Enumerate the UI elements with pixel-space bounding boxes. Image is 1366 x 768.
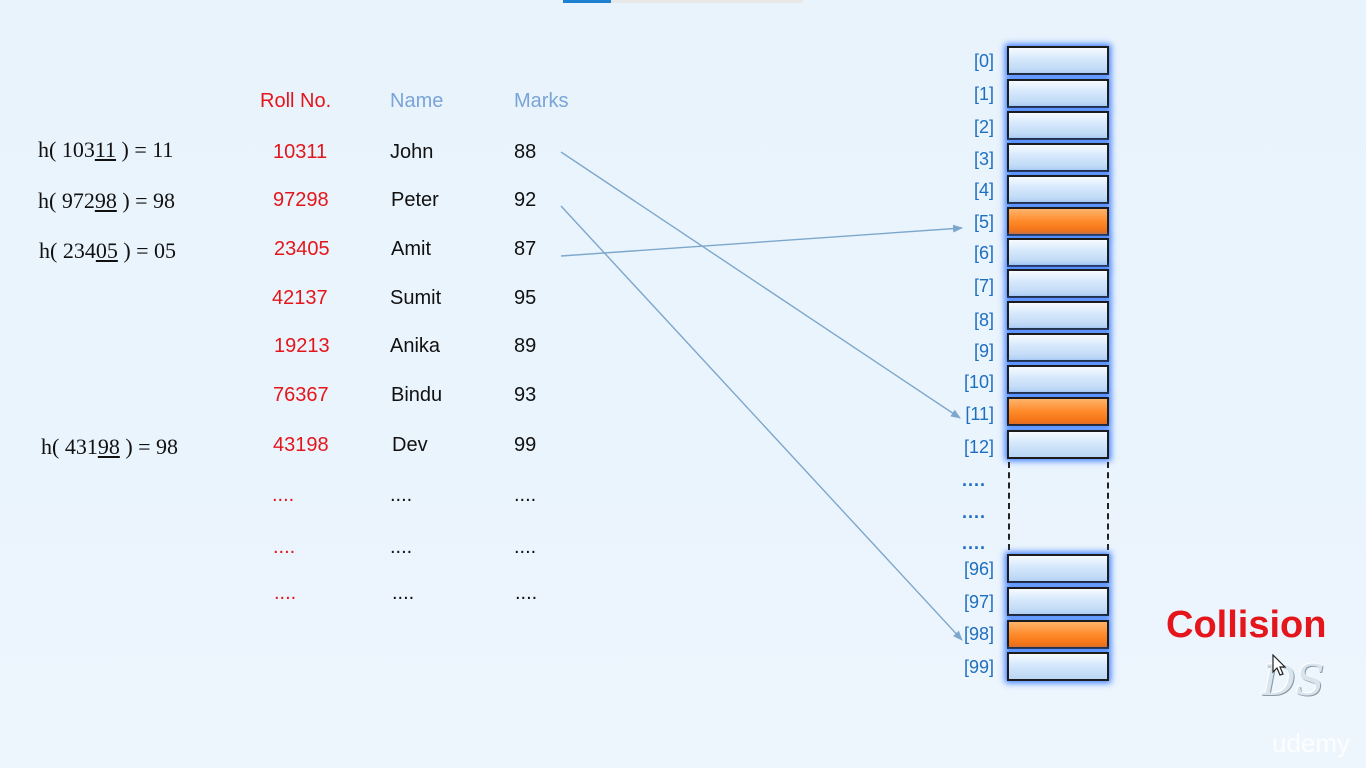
hash-result: ) = 98 <box>119 434 179 459</box>
row-name: Sumit <box>390 287 442 309</box>
slot-index: [5] <box>973 212 994 232</box>
row-roll: 42137 <box>272 287 328 309</box>
mapping-arrow-97298 <box>560 205 963 641</box>
hash-digits: 11 <box>94 137 117 162</box>
slot-index: [11] <box>965 404 994 424</box>
hash-result: ) = 98 <box>116 188 176 213</box>
row-name-ellipsis: .... <box>392 582 415 604</box>
row-name: Anika <box>390 335 441 357</box>
row-marks-ellipsis: .... <box>515 582 538 604</box>
index-ellipsis: .... <box>962 502 987 522</box>
gap-dashed-line-right <box>1107 462 1109 550</box>
index-ellipsis: .... <box>962 533 987 553</box>
mouse-pointer-icon <box>1272 654 1287 676</box>
video-progress-bar <box>563 0 803 3</box>
row-roll-ellipsis: .... <box>274 582 297 604</box>
hash-slot-filled <box>1007 207 1109 236</box>
row-name: Bindu <box>391 384 443 406</box>
row-marks: 93 <box>514 384 537 406</box>
row-roll: 97298 <box>273 189 329 211</box>
hash-slot-filled <box>1007 620 1109 649</box>
slot-index: [98] <box>963 624 994 644</box>
slot-index: [9] <box>973 341 994 361</box>
slot-index: [7] <box>973 276 994 296</box>
hash-slot <box>1007 175 1109 204</box>
header-marks: Marks <box>514 90 569 112</box>
hash-slot <box>1007 238 1109 267</box>
row-roll: 10311 <box>273 141 328 163</box>
hash-prefix: h( 234 <box>39 238 96 263</box>
row-marks: 89 <box>514 335 537 357</box>
hash-slot <box>1007 143 1109 172</box>
hash-slot <box>1007 333 1109 362</box>
index-ellipsis: .... <box>962 470 987 490</box>
row-name-ellipsis: .... <box>390 484 413 506</box>
collision-label: Collision <box>1166 604 1327 646</box>
row-marks-ellipsis: .... <box>514 484 537 506</box>
row-name-ellipsis: .... <box>390 536 413 558</box>
slot-index: [12] <box>963 437 994 457</box>
hash-slot <box>1007 430 1109 459</box>
slot-index: [10] <box>963 372 994 392</box>
hash-slot <box>1007 587 1109 616</box>
row-roll-ellipsis: .... <box>273 536 296 558</box>
hash-slot <box>1007 652 1109 681</box>
hash-digits: 98 <box>97 434 120 459</box>
row-roll: 43198 <box>273 434 329 456</box>
row-name: Amit <box>391 238 431 260</box>
header-roll-no: Roll No. <box>260 90 332 112</box>
hash-slot <box>1007 111 1109 140</box>
hash-prefix: h( 431 <box>41 434 98 459</box>
slot-index: [3] <box>973 149 994 169</box>
hash-prefix: h( 103 <box>38 137 95 162</box>
video-progress-fill <box>563 0 611 3</box>
hash-slot <box>1007 46 1109 75</box>
row-marks: 99 <box>514 434 537 456</box>
row-roll: 76367 <box>273 384 329 406</box>
slot-index: [0] <box>973 51 994 71</box>
hash-function-label: h( 97298 ) = 98 <box>38 188 175 214</box>
gap-dashed-line-left <box>1008 462 1010 550</box>
hash-slot <box>1007 269 1109 298</box>
slot-index: [99] <box>963 657 994 677</box>
header-name: Name <box>390 90 444 112</box>
hash-function-label: h( 23405 ) = 05 <box>39 238 176 264</box>
slot-index: [8] <box>973 310 994 330</box>
mapping-arrow-10311 <box>560 151 961 419</box>
slot-index: [4] <box>973 180 994 200</box>
row-marks: 88 <box>514 141 537 163</box>
row-name: Dev <box>392 434 428 456</box>
row-marks: 92 <box>514 189 537 211</box>
row-marks: 95 <box>514 287 537 309</box>
udemy-watermark: udemy <box>1272 728 1351 758</box>
row-roll: 19213 <box>274 335 330 357</box>
hash-slot <box>1007 79 1109 108</box>
hash-prefix: h( 972 <box>38 188 95 213</box>
hash-slot <box>1007 365 1109 394</box>
mapping-arrow-23405 <box>560 224 963 257</box>
slot-index: [96] <box>963 559 994 579</box>
hash-digits: 05 <box>95 238 118 263</box>
slot-index: [97] <box>963 592 994 612</box>
slot-index: [6] <box>973 243 994 263</box>
row-name: John <box>390 141 434 163</box>
hash-slot <box>1007 554 1109 583</box>
row-marks: 87 <box>514 238 537 260</box>
hash-slot-filled <box>1007 397 1109 426</box>
row-roll-ellipsis: .... <box>272 484 295 506</box>
slot-index: [1] <box>973 84 994 104</box>
hash-digits: 98 <box>94 188 117 213</box>
row-name: Peter <box>391 189 439 211</box>
hash-result: ) = 11 <box>116 137 174 162</box>
hash-function-label: h( 43198 ) = 98 <box>41 434 178 460</box>
row-roll: 23405 <box>274 238 330 260</box>
hash-result: ) = 05 <box>117 238 177 263</box>
hash-slot <box>1007 301 1109 330</box>
slot-index: [2] <box>973 117 994 137</box>
hash-function-label: h( 10311 ) = 11 <box>38 137 173 163</box>
row-marks-ellipsis: .... <box>514 536 537 558</box>
